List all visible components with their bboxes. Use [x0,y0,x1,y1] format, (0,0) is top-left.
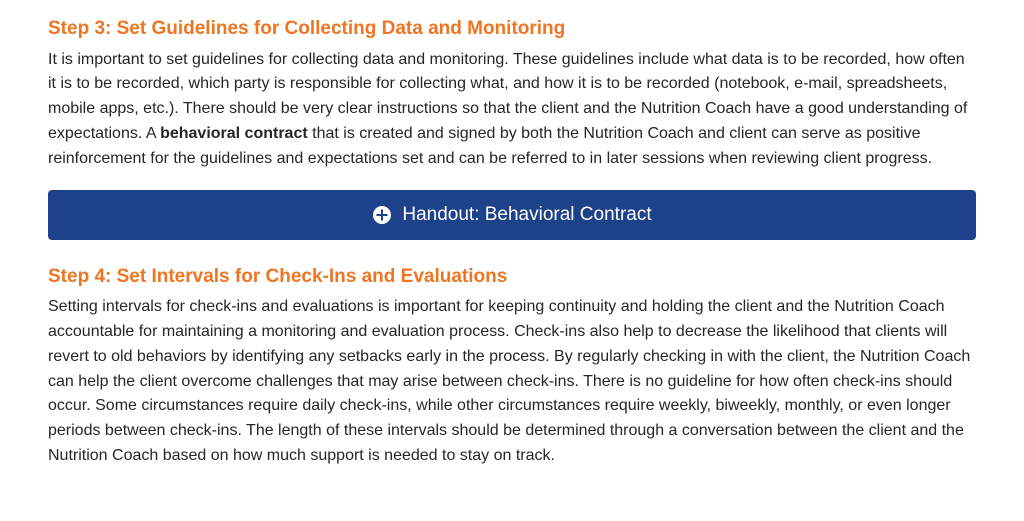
step3-para-bold: behavioral contract [160,125,308,142]
step4-paragraph: Setting intervals for check-ins and eval… [48,295,976,469]
plus-circle-icon [372,205,392,225]
step4-heading: Step 4: Set Intervals for Check-Ins and … [48,264,976,290]
handout-label: Handout: Behavioral Contract [402,204,651,226]
step3-heading: Step 3: Set Guidelines for Collecting Da… [48,16,976,42]
handout-button[interactable]: Handout: Behavioral Contract [48,190,976,240]
step3-paragraph: It is important to set guidelines for co… [48,48,976,172]
